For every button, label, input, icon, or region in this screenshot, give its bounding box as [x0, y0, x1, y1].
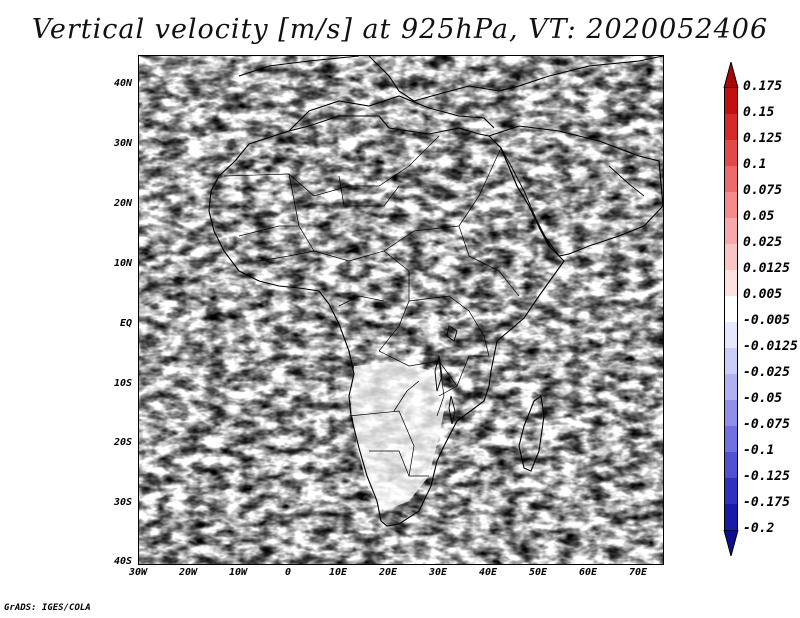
y-tick-30s: 30S [113, 497, 132, 508]
y-tick-10n: 10N [113, 258, 132, 269]
coastlines [208, 56, 663, 527]
arabia-coastline [487, 125, 663, 257]
lakes [434, 325, 458, 425]
colorbar-cell [724, 88, 738, 114]
country-borders [223, 135, 520, 477]
colorbar-cell [724, 270, 738, 296]
colorbar-cell [724, 400, 738, 426]
map-canvas [139, 56, 663, 564]
x-tick-20e: 20E [378, 567, 398, 578]
colorbar-cell [724, 166, 738, 192]
europe-coastline [238, 56, 663, 102]
y-tick-30n: 30N [113, 138, 132, 149]
colorbar-label: -0.1 [743, 443, 775, 458]
colorbar-label: 0.025 [743, 235, 783, 250]
colorbar-bottom-arrow [723, 530, 739, 556]
colorbar-label: 0.0125 [743, 261, 790, 276]
y-tick-20s: 20S [113, 437, 132, 448]
colorbar-top-arrow [723, 62, 739, 88]
colorbar-label: -0.125 [743, 469, 790, 484]
x-tick-20w: 20W [178, 567, 198, 578]
map-plot-area [138, 55, 664, 565]
colorbar-label: -0.025 [743, 365, 790, 380]
red-sea [500, 147, 552, 249]
colorbar-cell [724, 296, 738, 322]
colorbar-cell [724, 426, 738, 452]
chart-title: Vertical velocity [m/s] at 925hPa, VT: 2… [31, 14, 769, 45]
x-tick-0: 0 [284, 567, 292, 578]
colorbar-cell [724, 504, 738, 530]
colorbar-cell [724, 478, 738, 504]
colorbar-label: 0.005 [743, 287, 783, 302]
colorbar-cell [724, 452, 738, 478]
colorbar-label: -0.2 [743, 521, 775, 536]
x-tick-30w: 30W [128, 567, 148, 578]
y-tick-40n: 40N [113, 78, 132, 89]
colorbar-cell [724, 218, 738, 244]
colorbar-label: -0.005 [743, 313, 790, 328]
grads-credit: GrADS: IGES/COLA [4, 603, 91, 613]
colorbar-cell [724, 140, 738, 166]
colorbar: 0.175 0.15 0.125 0.1 0.075 0.05 0.025 0.0125 0.0… [723, 62, 800, 562]
x-tick-10w: 10W [228, 567, 248, 578]
persian-gulf [608, 165, 645, 197]
colorbar-cell [724, 322, 738, 348]
colorbar-cell [724, 244, 738, 270]
colorbar-cell [724, 374, 738, 400]
x-tick-60e: 60E [578, 567, 598, 578]
colorbar-label: 0.1 [743, 157, 767, 172]
colorbar-label: -0.0125 [743, 339, 798, 354]
colorbar-label: 0.125 [743, 131, 783, 146]
africa-coastline [208, 115, 565, 527]
colorbar-cell [724, 114, 738, 140]
y-tick-40s: 40S [113, 556, 132, 567]
colorbar-cell [724, 348, 738, 374]
colorbar-label: 0.175 [743, 79, 783, 94]
madagascar-coastline [518, 395, 545, 472]
colorbar-label: 0.05 [743, 209, 775, 224]
colorbar-label: -0.175 [743, 495, 790, 510]
x-tick-50e: 50E [528, 567, 548, 578]
x-tick-30e: 30E [428, 567, 448, 578]
y-tick-20n: 20N [113, 198, 132, 209]
southern-africa-low-signal [351, 361, 447, 511]
y-tick-10s: 10S [113, 378, 132, 389]
x-tick-40e: 40E [478, 567, 498, 578]
velocity-field [139, 56, 663, 564]
mediterranean-shore [288, 95, 495, 132]
colorbar-label: 0.075 [743, 183, 783, 198]
colorbar-label: -0.075 [743, 417, 790, 432]
colorbar-label: 0.15 [743, 105, 775, 120]
x-tick-70e: 70E [628, 567, 648, 578]
colorbar-cell [724, 192, 738, 218]
colorbar-label: -0.05 [743, 391, 783, 406]
x-tick-10e: 10E [328, 567, 348, 578]
y-tick-eq: EQ [119, 318, 132, 329]
